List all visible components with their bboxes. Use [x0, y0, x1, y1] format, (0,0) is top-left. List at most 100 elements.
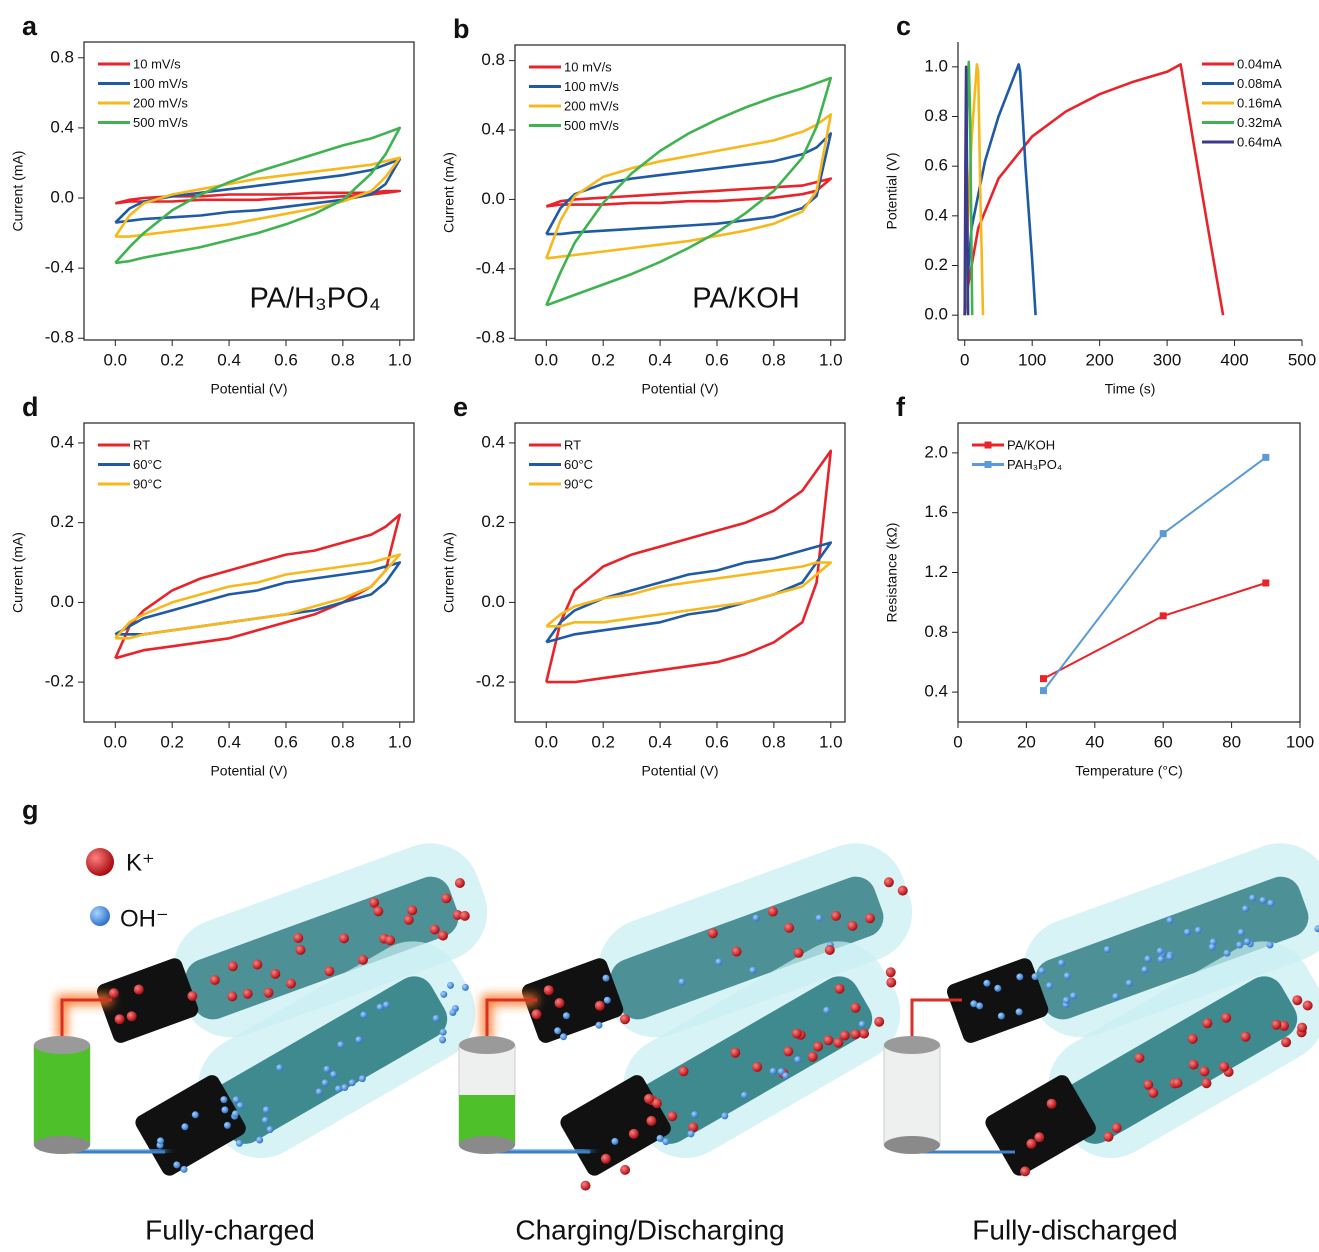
panel-label: b — [453, 14, 470, 44]
ion — [263, 987, 274, 998]
battery-cap — [459, 1036, 515, 1054]
ion — [600, 1153, 611, 1164]
fiber-coated — [637, 976, 873, 1144]
ion — [715, 958, 723, 966]
ion — [369, 897, 380, 908]
ion — [242, 988, 253, 999]
series-line — [114, 158, 402, 224]
legend-label: 500 mV/s — [133, 115, 188, 130]
x-axis-title: Potential (V) — [641, 381, 718, 397]
x-tick-label: 200 — [1085, 350, 1113, 369]
legend-label: 100 mV/s — [564, 79, 619, 94]
ion — [602, 974, 610, 982]
y-tick-label: 0.4 — [924, 682, 948, 701]
ion — [330, 1071, 338, 1078]
ion — [1208, 943, 1216, 951]
ion — [323, 1065, 331, 1073]
ion — [813, 1041, 823, 1052]
ion — [628, 1128, 639, 1139]
y-tick-label: 0.4 — [50, 432, 74, 451]
y-tick-label: 1.0 — [924, 56, 948, 75]
ion — [883, 877, 894, 888]
ion — [794, 1056, 802, 1064]
ion — [459, 910, 470, 921]
x-tick-label: 0.6 — [274, 350, 298, 369]
y-tick-label: 0.4 — [50, 117, 74, 136]
legend-label: PAH₃PO₄ — [1007, 457, 1062, 472]
ion — [678, 1066, 689, 1077]
x-tick-label: 400 — [1220, 350, 1248, 369]
legend-label: PA/KOH — [1007, 437, 1055, 452]
ion — [983, 979, 991, 987]
ion — [191, 1111, 199, 1119]
legend-label: 200 mV/s — [564, 98, 619, 113]
ion — [1134, 1052, 1145, 1063]
y-axis-title: Current (mA) — [10, 151, 26, 232]
ion — [885, 967, 896, 978]
ion — [644, 1093, 654, 1104]
ion — [235, 1139, 243, 1147]
ion — [620, 1164, 631, 1175]
ion — [1183, 928, 1191, 936]
ion — [1221, 1012, 1232, 1023]
fiber-bare — [521, 958, 624, 1043]
ion — [752, 1062, 763, 1072]
ion-legend-k — [86, 848, 114, 876]
ion — [831, 910, 841, 921]
ion — [554, 998, 565, 1008]
ion — [707, 928, 718, 939]
ion — [180, 1165, 188, 1173]
battery-cap — [34, 1036, 90, 1054]
ion — [221, 1106, 229, 1114]
battery-cap — [34, 1136, 90, 1154]
ion — [385, 935, 396, 946]
x-axis-title: Potential (V) — [210, 381, 287, 397]
fiber-coated — [212, 976, 448, 1144]
ion — [1015, 1008, 1023, 1016]
y-tick-label: -0.4 — [476, 258, 505, 277]
ion — [815, 914, 823, 922]
ion — [1058, 959, 1065, 967]
y-tick-label: 0.0 — [481, 592, 505, 611]
legend-label: 100 mV/s — [133, 76, 188, 91]
ion — [1302, 1000, 1313, 1011]
ion — [187, 991, 198, 1001]
ion — [667, 1111, 678, 1122]
y-tick-label: 0.4 — [481, 432, 505, 451]
ion — [1156, 947, 1164, 955]
y-tick-label: 0.0 — [924, 305, 948, 324]
ion-label: OH⁻ — [120, 905, 169, 932]
series-line — [545, 561, 833, 628]
ion — [976, 1002, 984, 1010]
ion — [440, 990, 448, 998]
legend-label: 0.64mA — [1237, 134, 1282, 149]
ion — [256, 1136, 264, 1144]
ion — [777, 1068, 785, 1076]
battery-cap — [884, 1036, 940, 1054]
ion — [358, 954, 368, 965]
ion — [252, 959, 263, 970]
y-tick-label: -0.2 — [476, 672, 505, 691]
ion — [236, 1102, 244, 1110]
ion — [1240, 1031, 1251, 1042]
ion — [341, 1084, 349, 1091]
ion — [286, 978, 296, 989]
series-line — [545, 113, 833, 260]
ion — [337, 1041, 345, 1049]
ion — [1201, 1078, 1212, 1089]
legend-label: 500 mV/s — [564, 118, 619, 133]
ion — [223, 1121, 231, 1129]
ion — [562, 1012, 570, 1020]
ion — [293, 933, 304, 943]
series-line — [963, 63, 1037, 316]
ion — [1141, 966, 1149, 974]
y-tick-label: 0.4 — [481, 120, 505, 139]
ion — [157, 1137, 164, 1145]
plot-frame — [514, 422, 846, 723]
ion — [1020, 1166, 1031, 1177]
ion — [1148, 1087, 1159, 1098]
ion — [886, 977, 897, 988]
ion — [721, 1112, 729, 1120]
ion — [1166, 953, 1174, 961]
wire — [910, 998, 962, 1040]
